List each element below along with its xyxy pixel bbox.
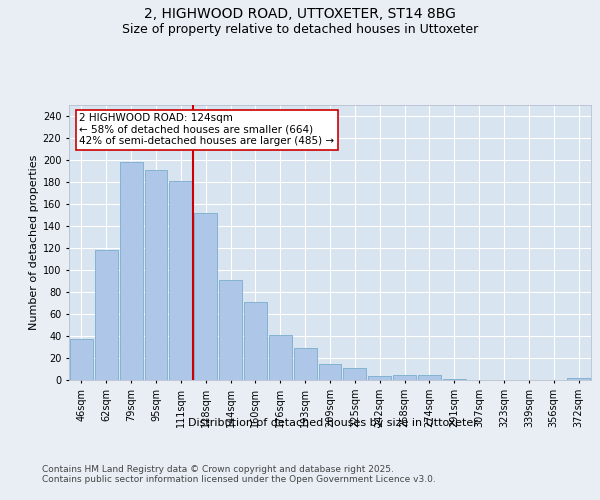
Bar [219, 280, 242, 380]
Bar [418, 374, 441, 380]
Bar [319, 364, 341, 380]
Y-axis label: Number of detached properties: Number of detached properties [29, 155, 38, 330]
Bar [194, 213, 217, 380]
Bar [567, 378, 590, 380]
Bar [244, 302, 267, 380]
Bar [169, 181, 192, 380]
Bar [368, 376, 391, 380]
Bar [70, 340, 93, 380]
Bar [120, 162, 143, 380]
Bar [145, 170, 167, 380]
Bar [294, 348, 317, 380]
Bar [393, 374, 416, 380]
Bar [343, 368, 366, 380]
Bar [443, 379, 466, 380]
Text: Size of property relative to detached houses in Uttoxeter: Size of property relative to detached ho… [122, 22, 478, 36]
Bar [95, 250, 118, 380]
Text: Contains HM Land Registry data © Crown copyright and database right 2025.
Contai: Contains HM Land Registry data © Crown c… [42, 465, 436, 484]
Text: 2, HIGHWOOD ROAD, UTTOXETER, ST14 8BG: 2, HIGHWOOD ROAD, UTTOXETER, ST14 8BG [144, 8, 456, 22]
Text: Distribution of detached houses by size in Uttoxeter: Distribution of detached houses by size … [188, 418, 478, 428]
Text: 2 HIGHWOOD ROAD: 124sqm
← 58% of detached houses are smaller (664)
42% of semi-d: 2 HIGHWOOD ROAD: 124sqm ← 58% of detache… [79, 114, 335, 146]
Bar [269, 335, 292, 380]
